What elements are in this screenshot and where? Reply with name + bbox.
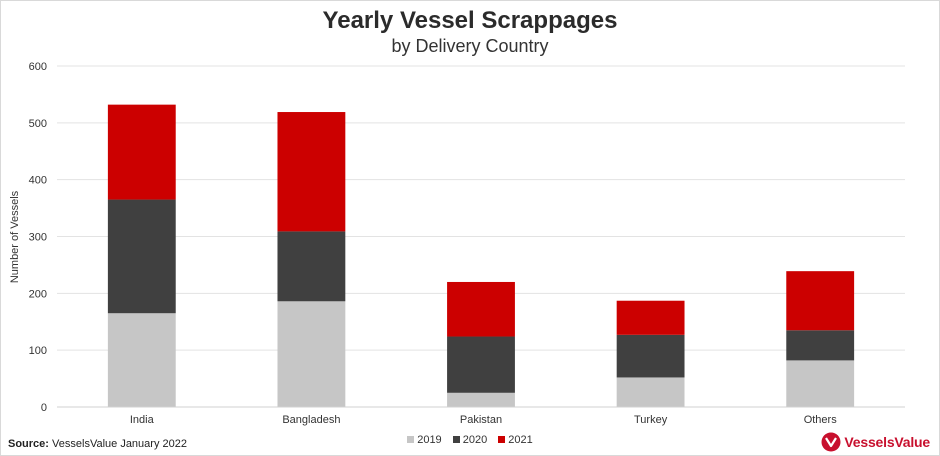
- bar-bangladesh-2021: [277, 112, 346, 232]
- legend-swatch-2020: [452, 436, 460, 443]
- legend-item-2019: 2019: [407, 434, 442, 446]
- bar-turkey-2019: [616, 377, 685, 407]
- legend-label-2019: 2019: [417, 434, 442, 446]
- y-tick-label: 0: [41, 402, 47, 414]
- x-tick-label: Turkey: [634, 414, 668, 426]
- logo-icon: [821, 432, 841, 452]
- y-tick-label: 400: [29, 175, 47, 187]
- x-tick-label: India: [130, 414, 155, 426]
- source-text: VesselsValue January 2022: [52, 438, 187, 450]
- y-tick-label: 600: [29, 61, 47, 73]
- y-tick-label: 500: [29, 118, 47, 130]
- logo-text: VesselsValue: [844, 434, 930, 450]
- chart-title: Yearly Vessel Scrappages: [322, 7, 618, 34]
- x-tick-label: Others: [804, 414, 838, 426]
- bar-turkey-2021: [616, 300, 685, 335]
- legend-item-2021: 2021: [498, 434, 533, 446]
- bar-pakistan-2020: [447, 336, 515, 393]
- vesselsvalue-logo: VesselsValue: [821, 432, 930, 452]
- y-tick-label: 300: [29, 232, 47, 244]
- bar-others-2021: [786, 271, 855, 331]
- bar-india-2019: [107, 313, 176, 407]
- y-tick-label: 200: [29, 288, 47, 300]
- legend-label-2020: 2020: [462, 434, 488, 446]
- y-axis-ticks: 0 100 200 300 400 500 600: [29, 61, 47, 414]
- legend: 2019 2020 2021: [0, 434, 940, 446]
- x-tick-label: Bangladesh: [282, 414, 340, 426]
- x-axis-ticks: India Bangladesh Pakistan Turkey Others: [130, 414, 837, 426]
- legend-swatch-2021: [498, 436, 506, 443]
- bar-bangladesh-2020: [277, 231, 346, 302]
- bar-others-2019: [786, 360, 855, 407]
- x-tick-label: Pakistan: [460, 414, 502, 426]
- bar-pakistan-2019: [447, 392, 515, 407]
- bar-others-2020: [786, 330, 855, 361]
- chart-subtitle: by Delivery Country: [391, 36, 549, 56]
- legend-item-2020: 2020: [452, 434, 488, 446]
- bars: [107, 104, 855, 407]
- bar-india-2021: [107, 104, 176, 200]
- source-note: Source: VesselsValue January 2022: [8, 438, 187, 450]
- y-axis-label: Number of Vessels: [9, 190, 21, 283]
- bar-bangladesh-2019: [277, 301, 346, 407]
- bar-turkey-2020: [616, 334, 685, 378]
- bar-india-2020: [107, 199, 176, 314]
- y-tick-label: 100: [29, 345, 47, 357]
- source-label: Source:: [8, 438, 49, 450]
- legend-swatch-2019: [407, 436, 415, 443]
- bar-pakistan-2021: [447, 281, 515, 337]
- legend-label-2021: 2021: [508, 434, 533, 446]
